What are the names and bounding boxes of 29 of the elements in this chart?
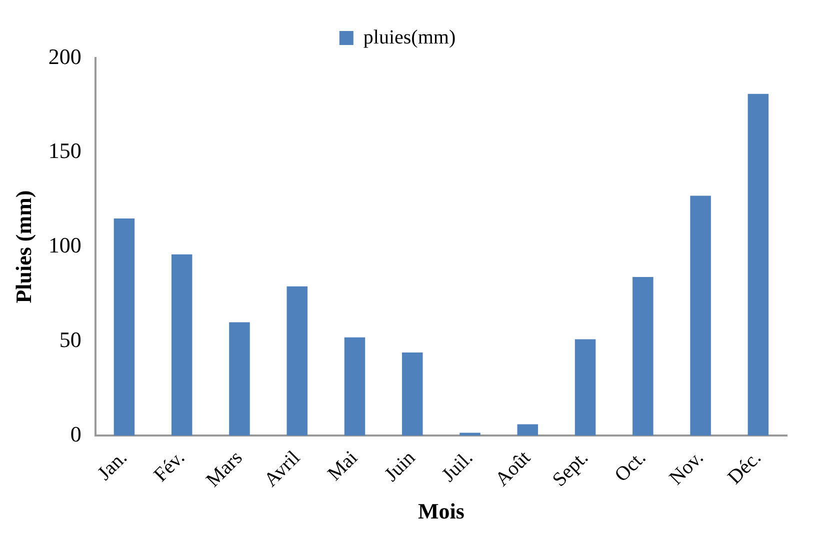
y-tick-label: 0 [70, 421, 82, 446]
x-tick-label: Juin [380, 446, 420, 486]
bar [229, 322, 250, 436]
x-tick-label: Mai [324, 446, 362, 486]
x-tick-label: Fév. [150, 446, 190, 486]
bar [574, 339, 596, 436]
y-tick-label: 150 [48, 138, 82, 164]
bar [344, 337, 366, 436]
y-tick-label: 200 [48, 44, 82, 69]
x-tick-label: Sept. [548, 446, 593, 491]
legend-label: pluies(mm) [363, 26, 456, 48]
bar [690, 196, 711, 436]
bar [171, 254, 192, 436]
y-axis-title: Pluies (mm) [10, 190, 36, 304]
x-tick-label: Nov. [665, 446, 708, 490]
bar [286, 286, 308, 436]
bar [402, 352, 423, 436]
x-tick-label: Oct. [610, 446, 650, 486]
bar [748, 94, 769, 436]
x-tick-label: Jan. [94, 446, 132, 485]
bar [460, 432, 480, 436]
bar [517, 424, 538, 436]
bar [632, 276, 654, 436]
x-tick-label: Déc. [724, 446, 766, 489]
bar [114, 218, 135, 436]
y-tick-label: 100 [48, 232, 82, 258]
x-tick-label: Juil. [438, 446, 478, 486]
y-tick-label: 50 [59, 326, 82, 352]
x-axis-title: Mois [418, 498, 465, 524]
